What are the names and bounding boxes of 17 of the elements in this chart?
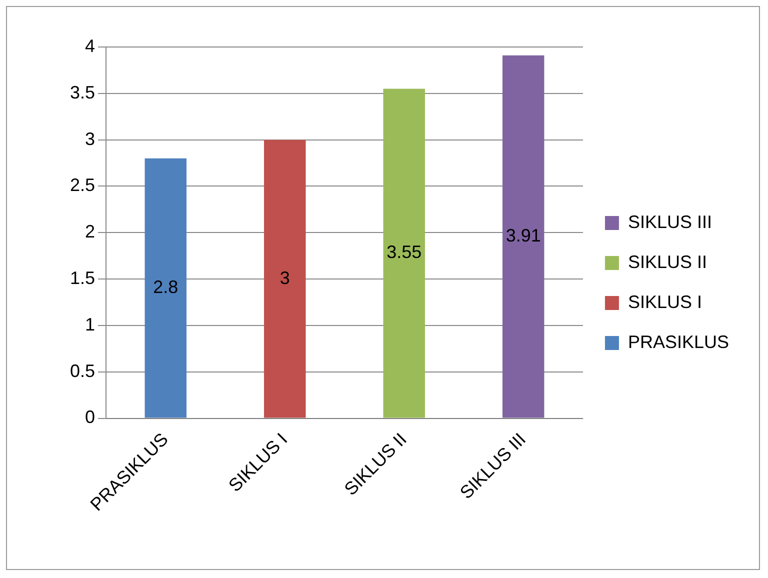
legend-label: SIKLUS III — [628, 212, 712, 232]
y-tick-label: 3 — [85, 128, 96, 149]
y-tick-label: 0 — [85, 407, 96, 428]
legend-label: PRASIKLUS — [628, 332, 730, 352]
legend-label: SIKLUS II — [628, 252, 707, 272]
y-tick-label: 0.5 — [70, 360, 96, 381]
data-label: 2.8 — [153, 277, 178, 298]
legend-label: SIKLUS I — [628, 292, 702, 312]
y-tick-label: 1.5 — [70, 268, 96, 288]
y-tick-label: 4 — [85, 36, 96, 56]
y-tick-label: 3.5 — [70, 82, 96, 102]
y-tick-label: 2 — [85, 222, 96, 242]
data-label: 3 — [280, 268, 290, 288]
data-label: 3.55 — [386, 242, 422, 262]
y-tick-label: 1 — [85, 314, 96, 334]
y-tick-label: 2.5 — [70, 175, 96, 196]
data-label: 3.91 — [506, 226, 541, 246]
